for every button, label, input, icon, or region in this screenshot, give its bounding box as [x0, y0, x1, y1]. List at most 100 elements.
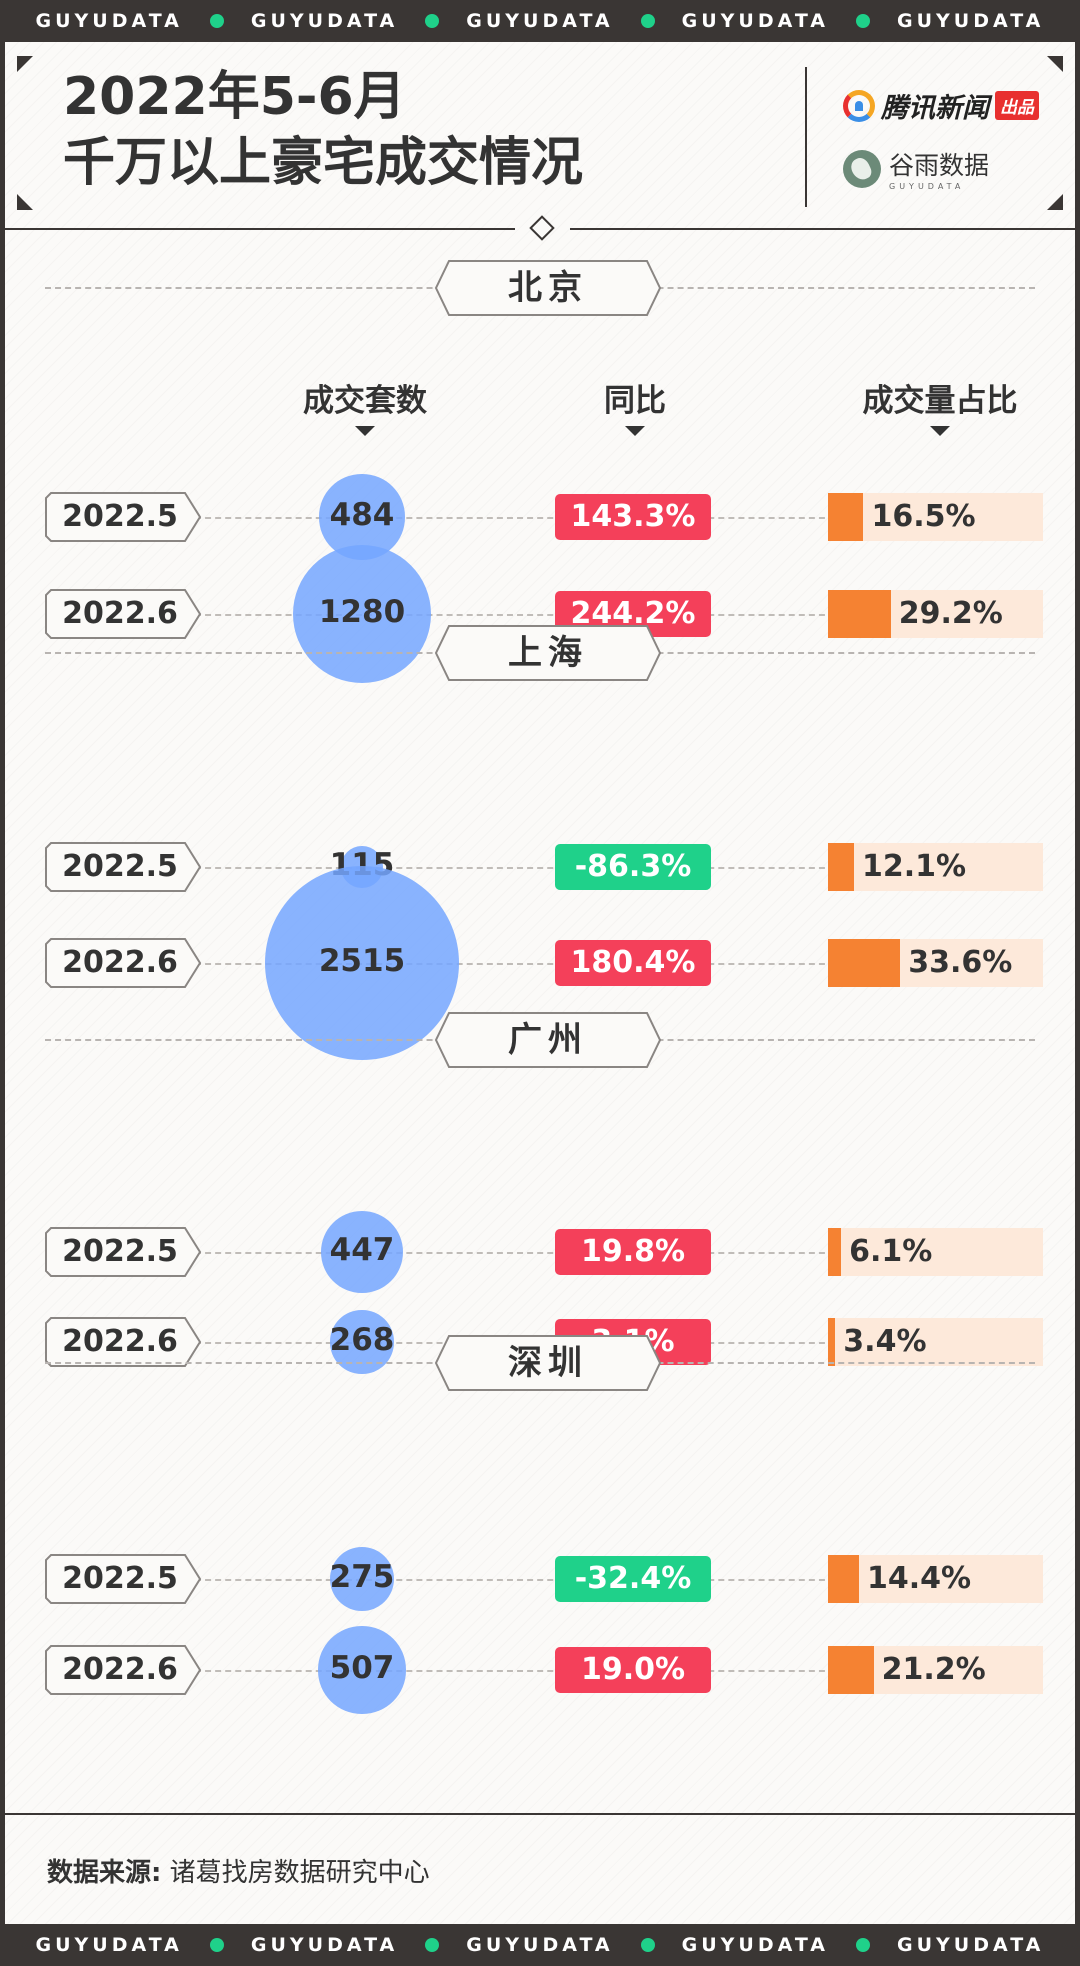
- band-dot: [425, 1938, 440, 1952]
- top-band: GUYUDATA GUYUDATA GUYUDATA GUYUDATA GUYU…: [0, 0, 1080, 42]
- column-header-yoy-label: 同比: [604, 383, 666, 419]
- count-label: 507: [329, 1650, 395, 1686]
- source-text: 诸葛找房数据研究中心: [169, 1858, 430, 1888]
- guyu-bird-logo-icon: [843, 149, 881, 188]
- month-label: 2022.6: [62, 596, 178, 631]
- brand2-name: 谷雨数据: [889, 151, 990, 180]
- row-guide: [195, 1670, 835, 1672]
- share-fill: [828, 1228, 842, 1276]
- count-label: 275: [329, 1559, 395, 1595]
- month-label: 2022.6: [62, 1652, 178, 1687]
- share-bar: 33.6%: [828, 939, 1043, 987]
- month-tag: 2022.5: [45, 1554, 203, 1604]
- brand1-name: 腾讯新闻: [881, 93, 989, 124]
- column-header-share-label: 成交量占比: [862, 383, 1018, 419]
- city-name: 深圳: [508, 1343, 588, 1383]
- share-bar: 21.2%: [828, 1646, 1043, 1694]
- share-label: 14.4%: [866, 1561, 972, 1596]
- column-header-count: 成交套数: [255, 375, 475, 436]
- band-dot: [209, 14, 224, 28]
- yoy-badge: 19.0%: [555, 1647, 711, 1693]
- city-tag: 上海: [435, 625, 661, 681]
- row-guide: [195, 963, 835, 965]
- city-tag: 广州: [435, 1012, 661, 1068]
- share-fill: [828, 1555, 859, 1603]
- tencent-news-logo-icon: [843, 89, 875, 122]
- count-label: 1280: [318, 594, 406, 630]
- triangle-down-icon: [355, 426, 375, 436]
- guyu-data-brand: 谷雨数据 GUYUDATA: [843, 146, 989, 191]
- city-tag: 北京: [435, 260, 661, 316]
- month-tag: 2022.6: [45, 589, 203, 639]
- band-dot: [209, 1938, 224, 1952]
- share-label: 6.1%: [849, 1234, 933, 1269]
- row-guide: [195, 1252, 835, 1254]
- month-tag: 2022.5: [45, 842, 203, 892]
- header-divider: [805, 67, 807, 207]
- share-bar: 12.1%: [828, 843, 1043, 891]
- band-word: GUYUDATA: [466, 1934, 614, 1956]
- month-tag: 2022.5: [45, 1227, 203, 1277]
- title-line1: 2022年5-6月: [63, 67, 406, 127]
- header-rule-left: [5, 228, 515, 230]
- share-bar: 3.4%: [828, 1318, 1043, 1366]
- share-bar: 14.4%: [828, 1555, 1043, 1603]
- share-label: 16.5%: [871, 499, 976, 534]
- triangle-down-icon: [625, 426, 645, 436]
- count-bubble: [321, 1211, 403, 1293]
- corner-mark: [17, 194, 33, 210]
- row-guide: [195, 1579, 835, 1581]
- share-label: 29.2%: [898, 596, 1003, 631]
- yoy-badge: 180.4%: [555, 940, 711, 986]
- band-dot: [856, 14, 870, 28]
- share-fill: [828, 590, 891, 638]
- row-guide: [195, 867, 835, 869]
- source-label: 数据来源:: [47, 1858, 162, 1888]
- month-label: 2022.5: [62, 1561, 178, 1596]
- band-word: GUYUDATA: [681, 10, 830, 32]
- month-tag: 2022.6: [45, 938, 203, 988]
- share-label: 33.6%: [908, 945, 1013, 980]
- share-label: 12.1%: [862, 849, 967, 884]
- yoy-badge: -32.4%: [555, 1556, 711, 1602]
- band-word: GUYUDATA: [250, 10, 399, 32]
- share-fill: [828, 1318, 836, 1366]
- share-fill: [828, 939, 901, 987]
- triangle-down-icon: [930, 426, 950, 436]
- month-tag: 2022.5: [45, 492, 203, 542]
- share-bar: 6.1%: [828, 1228, 1043, 1276]
- count-bubble: [329, 1546, 395, 1612]
- data-source: 数据来源: 诸葛找房数据研究中心: [47, 1852, 430, 1889]
- diamond-ornament: [529, 215, 555, 241]
- band-word: GUYUDATA: [896, 1934, 1045, 1956]
- source-rule: [5, 1813, 1075, 1815]
- share-bar: 29.2%: [828, 590, 1043, 638]
- city-tag: 深圳: [435, 1335, 661, 1391]
- count-label: 447: [329, 1232, 395, 1268]
- column-header-yoy: 同比: [525, 375, 745, 436]
- band-dot: [640, 14, 655, 28]
- count-label: 268: [329, 1322, 395, 1358]
- month-label: 2022.5: [62, 499, 178, 534]
- band-word: GUYUDATA: [35, 1934, 183, 1956]
- share-label: 3.4%: [843, 1324, 927, 1359]
- band-word: GUYUDATA: [250, 1934, 399, 1956]
- header-rule-right: [570, 228, 1075, 230]
- count-bubble: [265, 866, 459, 1060]
- month-tag: 2022.6: [45, 1317, 203, 1367]
- band-dot: [640, 1938, 655, 1952]
- count-bubble: [292, 544, 432, 684]
- city-name: 广州: [508, 1020, 588, 1060]
- share-fill: [828, 1646, 874, 1694]
- share-label: 21.2%: [881, 1652, 986, 1687]
- brand1-tag: 出品: [995, 91, 1039, 120]
- yoy-badge: -86.3%: [555, 844, 711, 890]
- tencent-news-brand: 腾讯新闻 出品: [843, 86, 1039, 125]
- corner-mark: [1047, 56, 1063, 72]
- bottom-band: GUYUDATA GUYUDATA GUYUDATA GUYUDATA GUYU…: [0, 1924, 1080, 1966]
- yoy-badge: 19.8%: [555, 1229, 711, 1275]
- city-name: 北京: [508, 268, 588, 308]
- title-line2: 千万以上豪宅成交情况: [63, 133, 584, 193]
- brand2-sub: GUYUDATA: [889, 182, 965, 191]
- month-label: 2022.5: [62, 1234, 178, 1269]
